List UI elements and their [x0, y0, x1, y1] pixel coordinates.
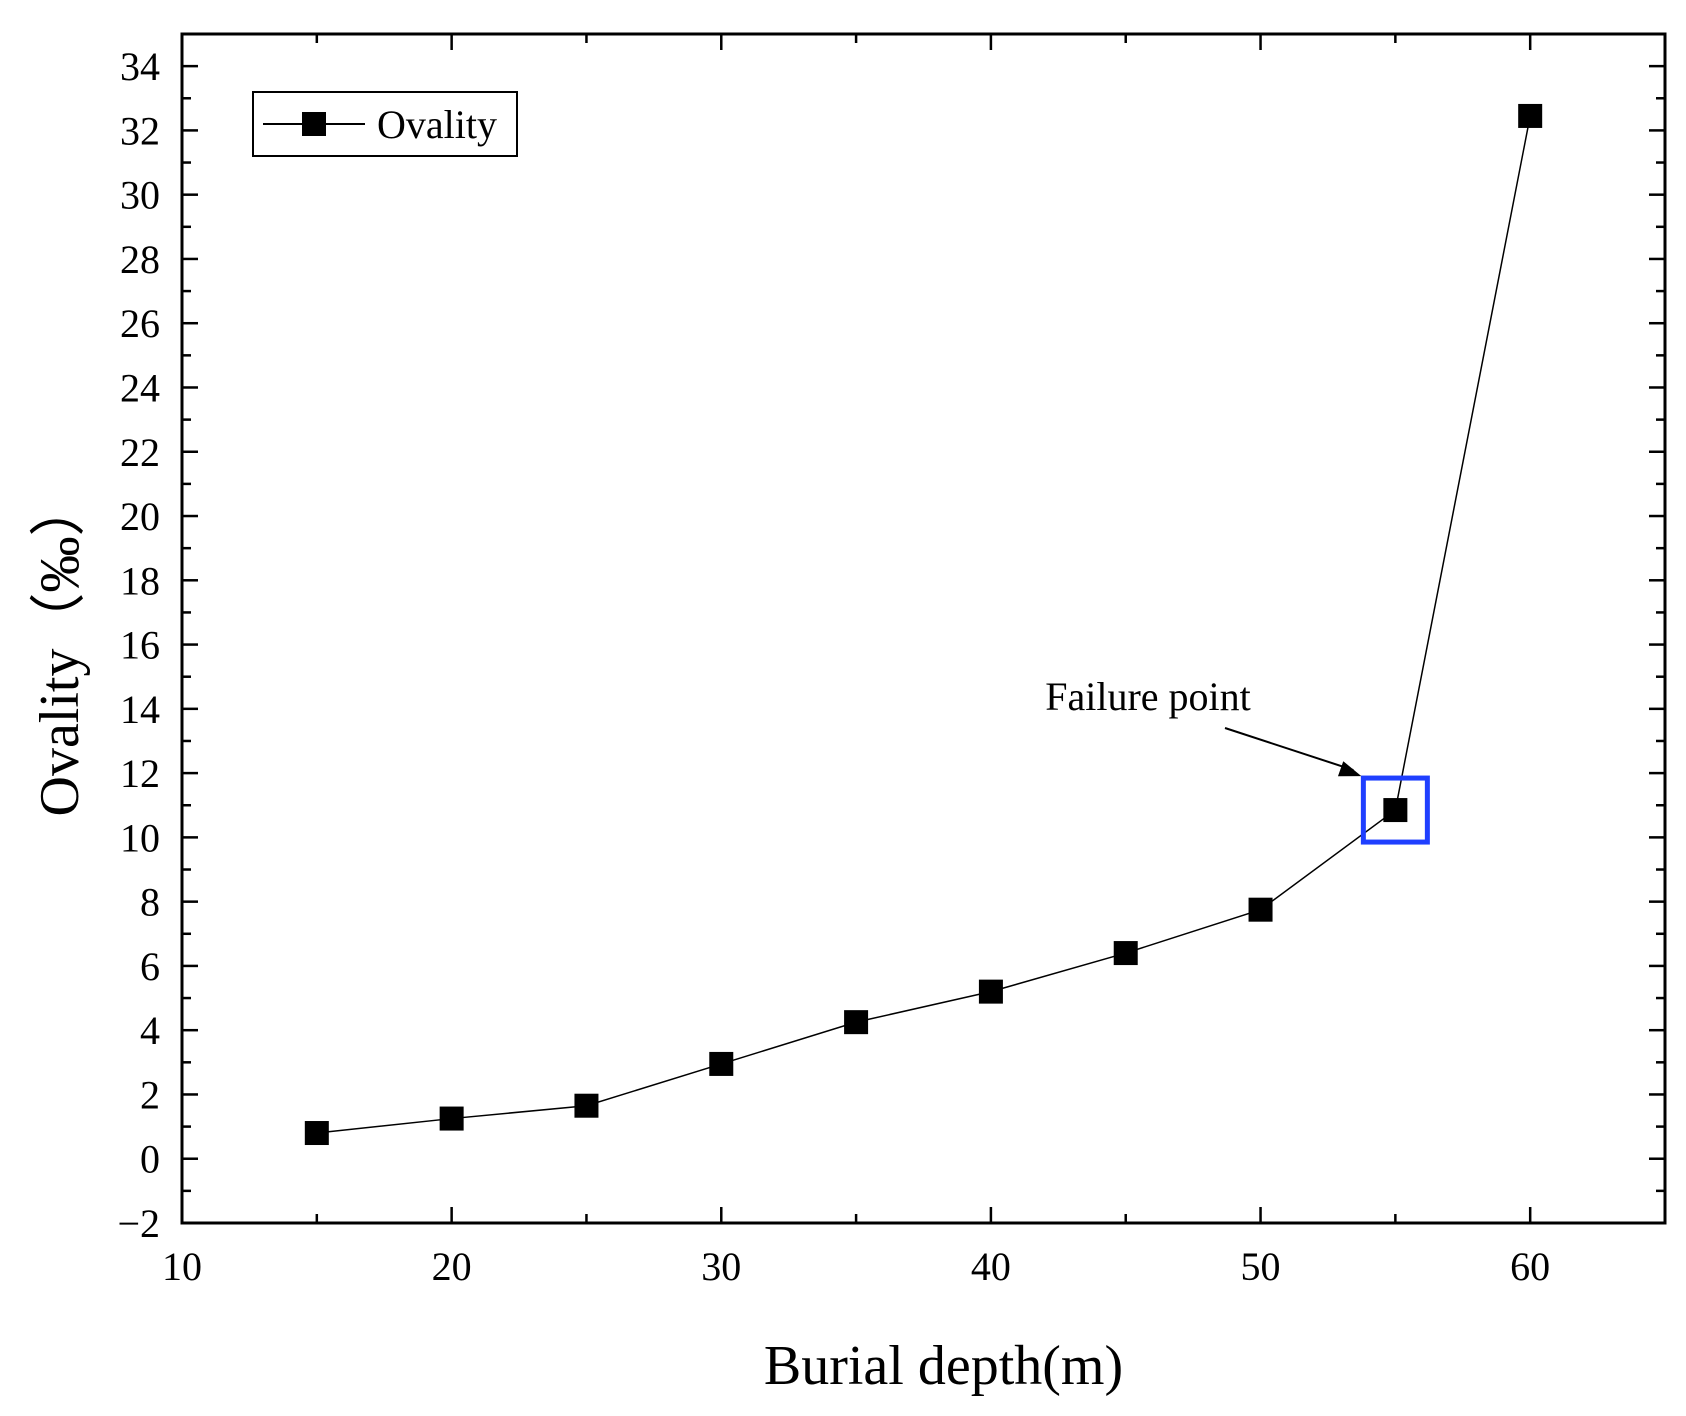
failure-arrow-head	[1337, 761, 1362, 777]
y-tick-label: 14	[120, 687, 160, 732]
legend-marker	[302, 112, 326, 136]
annotation-layer: Failure point	[1045, 674, 1430, 845]
failure-highlight-box	[1360, 775, 1430, 845]
series-line	[316, 115, 1531, 1134]
series-layer	[304, 103, 1543, 1146]
failure-point-label: Failure point	[1045, 674, 1251, 719]
data-point	[1248, 897, 1273, 922]
x-tick-label: 50	[1241, 1244, 1281, 1289]
x-tick-label: 60	[1510, 1244, 1550, 1289]
data-point	[709, 1051, 734, 1076]
y-tick-label: 32	[120, 108, 160, 153]
data-point	[978, 979, 1003, 1004]
tick-labels: 10 20 30 40 50 60−202468101214161820222426283…	[117, 44, 1550, 1289]
y-tick-label: 0	[140, 1137, 160, 1182]
y-tick-label: 22	[120, 430, 160, 475]
y-tick-label: 16	[120, 623, 160, 668]
y-axis-title: Ovality（‰）	[29, 481, 91, 817]
data-point	[1113, 941, 1138, 966]
y-tick-label: 2	[140, 1072, 160, 1117]
x-tick-label: 10	[162, 1244, 202, 1289]
legend-box	[252, 91, 518, 157]
y-tick-label: 28	[120, 237, 160, 282]
legend: Ovality	[252, 91, 518, 157]
y-tick-label: 10	[120, 815, 160, 860]
data-point	[1383, 798, 1408, 823]
data-point	[844, 1010, 869, 1035]
y-tick-label: 34	[120, 44, 160, 89]
failure-arrow-line	[1224, 727, 1354, 772]
x-axis-title: Burial depth(m)	[764, 1335, 1123, 1397]
x-tick-label: 20	[432, 1244, 472, 1289]
y-tick-label: 18	[120, 558, 160, 603]
y-tick-label: 12	[120, 751, 160, 796]
plot-frame	[180, 32, 1667, 1225]
data-point	[304, 1121, 329, 1146]
y-tick-label: 8	[140, 880, 160, 925]
legend-label: Ovality	[377, 102, 497, 147]
x-tick-label: 40	[971, 1244, 1011, 1289]
y-tick-label: 24	[120, 365, 160, 410]
data-point	[574, 1093, 599, 1118]
y-tick-label: 30	[120, 173, 160, 218]
y-tick-label: 4	[140, 1008, 160, 1053]
y-tick-label: 20	[120, 494, 160, 539]
tick-marks	[180, 32, 1667, 1225]
y-tick-label: −2	[117, 1201, 160, 1246]
data-point	[1518, 103, 1543, 128]
y-tick-label: 26	[120, 301, 160, 346]
data-point	[439, 1106, 464, 1131]
y-tick-label: 6	[140, 944, 160, 989]
x-tick-label: 30	[701, 1244, 741, 1289]
